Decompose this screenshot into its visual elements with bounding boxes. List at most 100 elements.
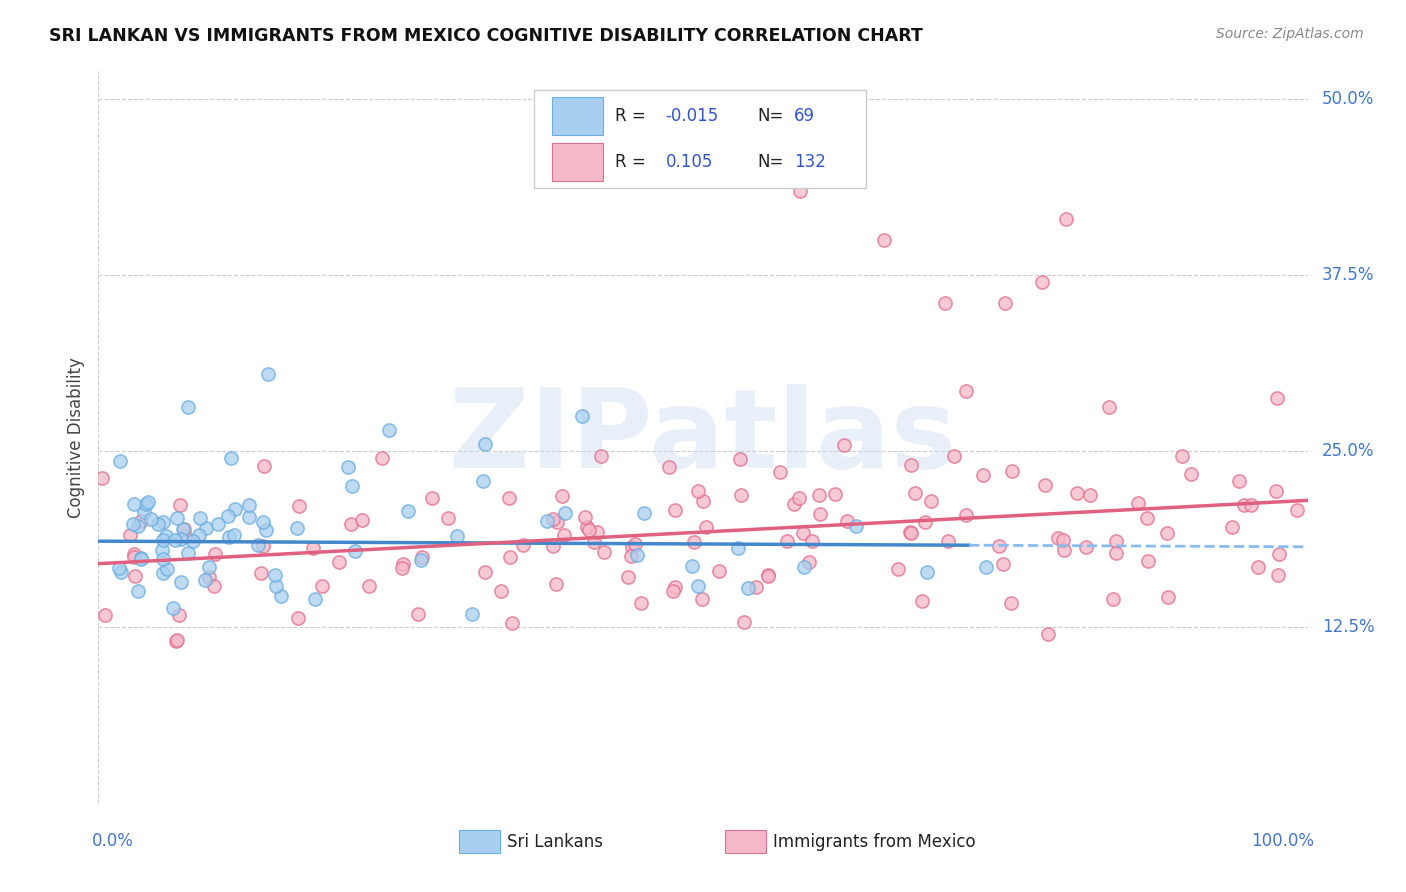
- Point: [187, 528, 209, 542]
- Point: [288, 499, 311, 513]
- Point: [681, 559, 703, 574]
- Point: [204, 547, 226, 561]
- Point: [575, 520, 598, 534]
- Point: [1054, 212, 1077, 227]
- Point: [198, 569, 221, 583]
- Point: [974, 560, 997, 574]
- Point: [630, 595, 652, 609]
- Point: [626, 548, 648, 562]
- Point: [238, 510, 260, 524]
- Point: [340, 516, 363, 531]
- Point: [776, 533, 799, 548]
- Point: [688, 579, 710, 593]
- Text: -0.015: -0.015: [665, 107, 718, 125]
- Point: [554, 506, 576, 520]
- Point: [139, 512, 162, 526]
- Point: [730, 488, 752, 502]
- Point: [801, 534, 824, 549]
- Point: [129, 550, 152, 565]
- Point: [972, 467, 994, 482]
- FancyBboxPatch shape: [551, 97, 603, 136]
- Point: [1038, 626, 1060, 640]
- Point: [1078, 488, 1101, 502]
- Point: [150, 543, 173, 558]
- Point: [898, 524, 921, 539]
- Point: [792, 525, 814, 540]
- Point: [824, 487, 846, 501]
- Point: [108, 453, 131, 467]
- Point: [1240, 498, 1263, 512]
- Point: [357, 579, 380, 593]
- Point: [170, 575, 193, 590]
- Point: [544, 577, 567, 591]
- Point: [170, 533, 193, 547]
- Point: [169, 499, 191, 513]
- Text: 25.0%: 25.0%: [1322, 442, 1375, 460]
- Point: [756, 568, 779, 582]
- Text: 100.0%: 100.0%: [1250, 832, 1313, 850]
- Point: [152, 552, 174, 566]
- Point: [411, 552, 433, 566]
- Text: Source: ZipAtlas.com: Source: ZipAtlas.com: [1216, 27, 1364, 41]
- Point: [163, 533, 186, 547]
- Point: [264, 568, 287, 582]
- Point: [553, 528, 575, 542]
- Point: [583, 535, 606, 549]
- Point: [1157, 590, 1180, 604]
- Point: [1000, 596, 1022, 610]
- Point: [218, 530, 240, 544]
- Point: [129, 514, 152, 528]
- Point: [541, 512, 564, 526]
- Point: [955, 508, 977, 522]
- Point: [787, 491, 810, 505]
- Point: [174, 529, 197, 543]
- Point: [91, 471, 114, 485]
- Point: [135, 497, 157, 511]
- Point: [955, 384, 977, 398]
- Point: [789, 184, 811, 198]
- Point: [1220, 520, 1243, 534]
- Point: [808, 508, 831, 522]
- Point: [252, 516, 274, 530]
- Text: 37.5%: 37.5%: [1322, 267, 1375, 285]
- Point: [1227, 474, 1250, 488]
- Point: [304, 592, 326, 607]
- Point: [169, 608, 191, 623]
- Point: [224, 528, 246, 542]
- Point: [177, 546, 200, 560]
- Point: [690, 592, 713, 607]
- Point: [727, 541, 749, 555]
- Text: Sri Lankans: Sri Lankans: [508, 832, 603, 851]
- Point: [1035, 478, 1057, 492]
- Point: [122, 497, 145, 511]
- Point: [900, 525, 922, 540]
- Text: N=: N=: [758, 153, 783, 171]
- Point: [377, 423, 399, 437]
- Point: [733, 615, 755, 629]
- Point: [915, 565, 938, 579]
- FancyBboxPatch shape: [534, 90, 866, 188]
- Text: ZIPatlas: ZIPatlas: [449, 384, 957, 491]
- Point: [1267, 568, 1289, 582]
- Y-axis label: Cognitive Disability: Cognitive Disability: [66, 357, 84, 517]
- Point: [110, 565, 132, 579]
- Point: [256, 523, 278, 537]
- Point: [1066, 486, 1088, 500]
- FancyBboxPatch shape: [458, 830, 501, 854]
- Point: [396, 503, 419, 517]
- Point: [1247, 560, 1270, 574]
- Point: [546, 515, 568, 529]
- Point: [188, 511, 211, 525]
- Point: [845, 519, 868, 533]
- Point: [1180, 467, 1202, 481]
- Point: [1286, 503, 1309, 517]
- Text: 50.0%: 50.0%: [1322, 90, 1375, 109]
- Point: [695, 520, 717, 534]
- Point: [592, 545, 614, 559]
- Point: [122, 549, 145, 564]
- Point: [1098, 401, 1121, 415]
- Point: [1105, 546, 1128, 560]
- Point: [411, 549, 433, 564]
- Point: [162, 601, 184, 615]
- Point: [994, 296, 1017, 310]
